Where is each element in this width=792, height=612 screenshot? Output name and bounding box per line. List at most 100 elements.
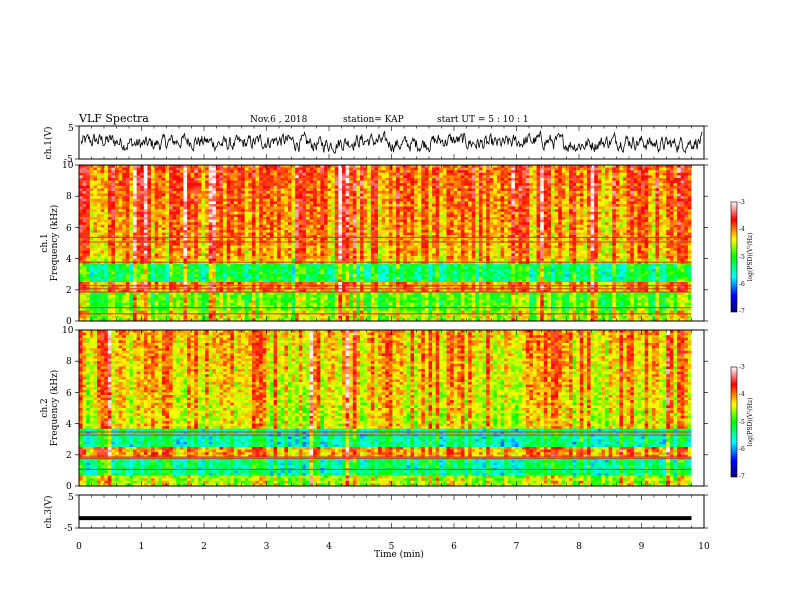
spectrogram-cell — [522, 204, 527, 207]
spectrogram-cell — [421, 224, 426, 228]
spectrogram-cell — [677, 175, 682, 179]
spectrogram-cell — [172, 198, 177, 202]
spectrogram-cell — [269, 214, 274, 218]
spectrogram-cell — [295, 204, 300, 207]
spectrogram-cell — [338, 193, 343, 197]
spectrogram-cell — [615, 193, 620, 197]
spectrogram-cell — [266, 191, 271, 194]
spectrogram-cell — [569, 230, 573, 233]
spectrogram-cell — [107, 204, 112, 207]
spectrogram-cell — [363, 172, 368, 176]
spectrogram-cell — [187, 235, 192, 239]
spectrogram-cell — [140, 170, 145, 174]
spectrogram-cell — [251, 224, 256, 228]
spectrogram-cell — [417, 175, 422, 179]
spectrogram-cell — [378, 180, 383, 184]
spectrogram-cell — [460, 170, 465, 174]
spectrogram-cell — [309, 232, 314, 236]
spectrogram-cell — [349, 237, 354, 241]
spectrogram-cell — [532, 214, 537, 218]
spectrogram-cell — [255, 172, 260, 176]
spectrogram-cell — [471, 172, 476, 176]
spectrogram-cell — [107, 222, 112, 226]
spectrogram-cell — [543, 211, 548, 215]
spectrogram-cell — [197, 198, 202, 202]
spectrogram-cell — [572, 230, 577, 233]
spectrogram-cell — [540, 217, 545, 220]
spectrogram-cell — [244, 222, 249, 226]
spectrogram-cell — [133, 219, 138, 223]
spectrogram-cell — [115, 178, 120, 181]
spectrogram-cell — [561, 172, 566, 176]
spectrogram-cell — [579, 170, 584, 174]
spectrogram-cell — [269, 193, 274, 197]
spectrogram-cell — [320, 211, 325, 215]
spectrogram-cell — [514, 222, 519, 226]
spectrogram-cell — [97, 178, 102, 181]
spectrogram-cell — [338, 172, 343, 176]
spectrogram-cell — [385, 222, 390, 226]
spectrogram-cell — [633, 167, 638, 171]
spectrogram-cell — [233, 191, 238, 194]
spectrogram-cell — [605, 191, 610, 194]
spectrogram-cell — [360, 227, 365, 231]
spectrogram-cell — [89, 165, 94, 168]
spectrogram-cell — [669, 183, 674, 187]
spectrogram-cell — [374, 237, 379, 241]
spectrogram-cell — [356, 201, 361, 205]
spectrogram-cell — [493, 198, 498, 202]
spectrogram-cell — [356, 219, 361, 223]
spectrogram-cell — [201, 167, 206, 171]
spectrogram-cell — [558, 193, 563, 197]
spectrogram-cell — [659, 206, 664, 210]
spectrogram-cell — [583, 235, 588, 239]
spectrogram-cell — [345, 170, 350, 174]
spectrogram-cell — [637, 172, 642, 176]
spectrogram-cell — [248, 196, 253, 200]
spectrogram-cell — [133, 227, 138, 231]
spectrogram-cell — [324, 188, 328, 192]
spectrogram-cell — [237, 185, 242, 189]
spectrogram-cell — [612, 191, 617, 194]
spectrogram-cell — [287, 222, 292, 226]
spectrogram-cell — [360, 167, 365, 171]
spectrogram-cell — [125, 185, 130, 189]
spectrogram-cell — [111, 167, 116, 171]
spectrogram-cell — [169, 185, 174, 189]
spectrogram-cell — [428, 230, 433, 233]
spectrogram-cell — [100, 230, 105, 233]
spectrogram-cell — [514, 193, 519, 197]
spectrogram-cell — [612, 214, 617, 218]
spectrogram-cell — [305, 165, 310, 168]
spectrogram-cell — [251, 178, 256, 181]
spectrogram-cell — [529, 230, 534, 233]
spectrogram-cell — [511, 211, 516, 215]
spectrogram-cell — [107, 217, 112, 220]
spectrogram-cell — [165, 193, 170, 197]
spectrogram-cell — [165, 172, 170, 176]
spectrogram-cell — [587, 196, 592, 200]
spectrogram-cell — [626, 175, 631, 179]
spectrogram-cell — [550, 209, 555, 213]
spectrogram-cell — [424, 224, 429, 228]
spectrogram-cell — [345, 165, 350, 168]
spectrogram-cell — [543, 165, 548, 168]
spectrogram-cell — [140, 224, 145, 228]
spectrogram-cell — [331, 191, 336, 194]
spectrogram-cell — [334, 183, 339, 187]
spectrogram-cell — [237, 237, 242, 241]
spectrogram-cell — [136, 170, 141, 174]
spectrogram-cell — [305, 227, 310, 231]
spectrogram-cell — [569, 165, 573, 168]
spectrogram-cell — [316, 193, 321, 197]
spectrogram-cell — [244, 178, 249, 181]
spectrogram-cell — [262, 175, 267, 179]
spectrogram-cell — [471, 214, 476, 218]
spectrogram-cell — [496, 201, 501, 205]
spectrogram-cell — [360, 222, 365, 226]
spectrogram-cell — [605, 235, 610, 239]
spectrogram-cell — [554, 175, 559, 179]
spectrogram-cell — [349, 217, 354, 220]
spectrogram-cell — [687, 217, 692, 220]
spectrogram-cell — [129, 211, 134, 215]
